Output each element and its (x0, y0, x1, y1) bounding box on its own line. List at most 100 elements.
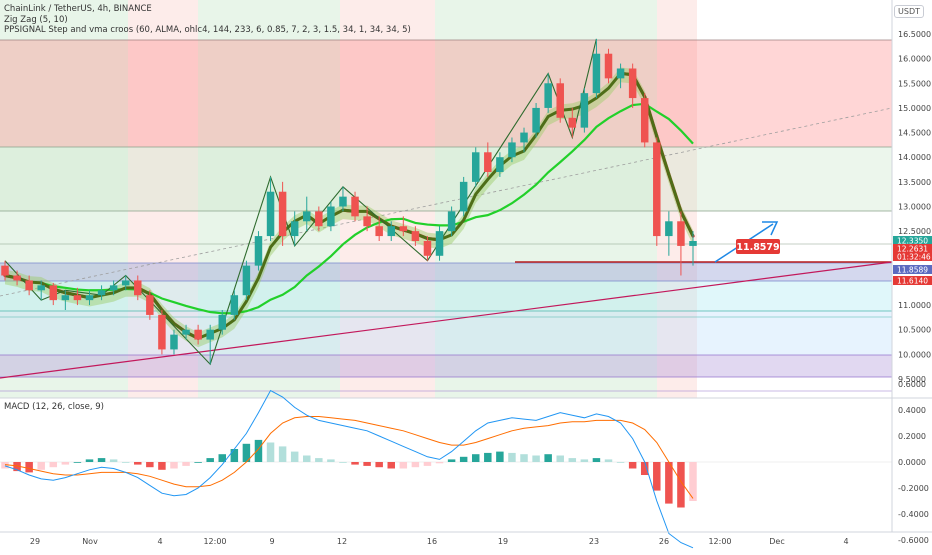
price-label-box (893, 244, 932, 253)
macd-histogram-bar (49, 462, 58, 468)
macd-histogram-bar (689, 462, 697, 501)
chart-title: ChainLink / TetherUS, 4h, BINANCE (4, 4, 152, 14)
macd-histogram-bar (230, 449, 239, 462)
macd-histogram-bar (387, 462, 395, 469)
price-tick-label: 11.0000 (898, 301, 931, 310)
candle (109, 280, 118, 296)
macd-indicator-label[interactable]: MACD (12, 26, close, 9) (4, 402, 104, 412)
macd-tick-label: 0.6000 (898, 380, 926, 389)
price-label-box (893, 236, 932, 245)
price-label: 11.6140 (897, 277, 928, 286)
candle (61, 290, 70, 310)
macd-axis[interactable]: 0.6000 0.4000 0.2000 0.0000 -0.2000 -0.4000 -0… (898, 380, 929, 545)
macd-histogram-bar (290, 451, 299, 462)
price-tick-label: 16.0000 (898, 55, 931, 64)
candle (363, 206, 371, 232)
time-tick-label: 12:00 (203, 537, 226, 546)
candle (496, 152, 504, 177)
candle (206, 324, 214, 365)
macd-histogram-bar (592, 458, 601, 462)
macd-histogram-bar (435, 462, 444, 464)
candle (242, 260, 251, 301)
time-tick-label: 29 (30, 537, 40, 546)
macd-histogram-bar (278, 446, 287, 462)
macd-histogram-bar (375, 462, 383, 468)
price-tick-label: 15.5000 (898, 79, 931, 88)
macd-histogram-bar (568, 458, 577, 462)
candle (447, 206, 456, 237)
price-label-box (893, 276, 932, 285)
macd-histogram-bar (194, 462, 202, 463)
candle (689, 231, 697, 266)
macd-tick-label: 0.2000 (898, 432, 926, 441)
macd-histogram-bar (13, 462, 21, 472)
ppsignal-indicator-label[interactable]: PPSIGNAL Step and vma croos (60, ALMA, o… (4, 25, 411, 35)
candle (387, 221, 395, 241)
macd-histogram-bar (471, 454, 480, 462)
time-tick-label: Dec (769, 537, 784, 546)
candle (556, 78, 564, 123)
resistance-zone-red (0, 40, 892, 147)
macd-histogram-bar (423, 462, 432, 466)
candle (121, 275, 130, 291)
macd-histogram-bar (170, 462, 178, 469)
price-tick-label: 12.5000 (898, 227, 931, 236)
macd-histogram-bar (640, 462, 649, 475)
macd-histogram-bar (266, 442, 275, 462)
candle (194, 324, 202, 345)
candle (375, 216, 383, 241)
ribbon-fill (5, 67, 693, 348)
candle (484, 142, 492, 177)
price-label: 12.3350 (897, 237, 928, 246)
price-tick-label: 14.0000 (898, 153, 931, 162)
last-price-tag-text: 11.8579 (736, 242, 779, 253)
time-tick-label: 4 (157, 537, 162, 546)
macd-tick-label: 0.0000 (898, 458, 926, 467)
time-axis[interactable]: 29 Nov 4 12:00 9 12 16 19 23 26 12:00 Dec 4 (30, 537, 849, 546)
zigzag-indicator-label[interactable]: Zig Zag (5, 10) (4, 15, 68, 25)
macd-histogram-bar (411, 462, 420, 468)
candle (315, 206, 323, 232)
price-tick-label: 9.5000 (898, 375, 926, 384)
macd-histogram-bar (508, 452, 516, 462)
candle (653, 137, 661, 246)
candle (592, 38, 601, 99)
candle (254, 231, 263, 271)
macd-histogram-bar (544, 454, 552, 462)
time-tick-label: 12:00 (708, 537, 731, 546)
candle (471, 147, 480, 187)
macd-histogram-bar (218, 454, 227, 462)
zone-green-band (0, 147, 892, 211)
zone-blue-band (0, 311, 892, 355)
time-tick-label: 16 (427, 537, 437, 546)
candle (49, 282, 58, 306)
time-tick-label: Nov (82, 537, 98, 546)
price-axis[interactable]: 16.5000 16.0000 15.5000 15.0000 14.5000 14.00… (898, 30, 931, 384)
trend-lines (0, 107, 893, 379)
macd-histogram-bar (303, 455, 311, 462)
macd-histogram-bar (580, 459, 589, 462)
macd-histogram-bar (628, 462, 637, 469)
macd-histogram-bar (484, 452, 492, 462)
candle (73, 287, 82, 306)
candle (628, 63, 637, 108)
candle (532, 103, 540, 138)
candle (37, 280, 45, 301)
macd-pane (0, 389, 892, 549)
macd-histogram-bar (556, 455, 564, 462)
macd-tick-label: -0.2000 (898, 484, 929, 493)
candle (230, 290, 239, 320)
price-tick-label: 14.5000 (898, 129, 931, 138)
price-label-box (893, 252, 932, 261)
candle (13, 270, 21, 286)
macd-histogram-bar (616, 462, 625, 463)
candle (327, 201, 335, 232)
candle (218, 310, 227, 335)
time-tick-label: 19 (498, 537, 508, 546)
macd-histogram-bar (158, 462, 166, 470)
macd-histogram-bar (206, 458, 214, 462)
currency-unit-button[interactable]: USDT (894, 5, 924, 18)
